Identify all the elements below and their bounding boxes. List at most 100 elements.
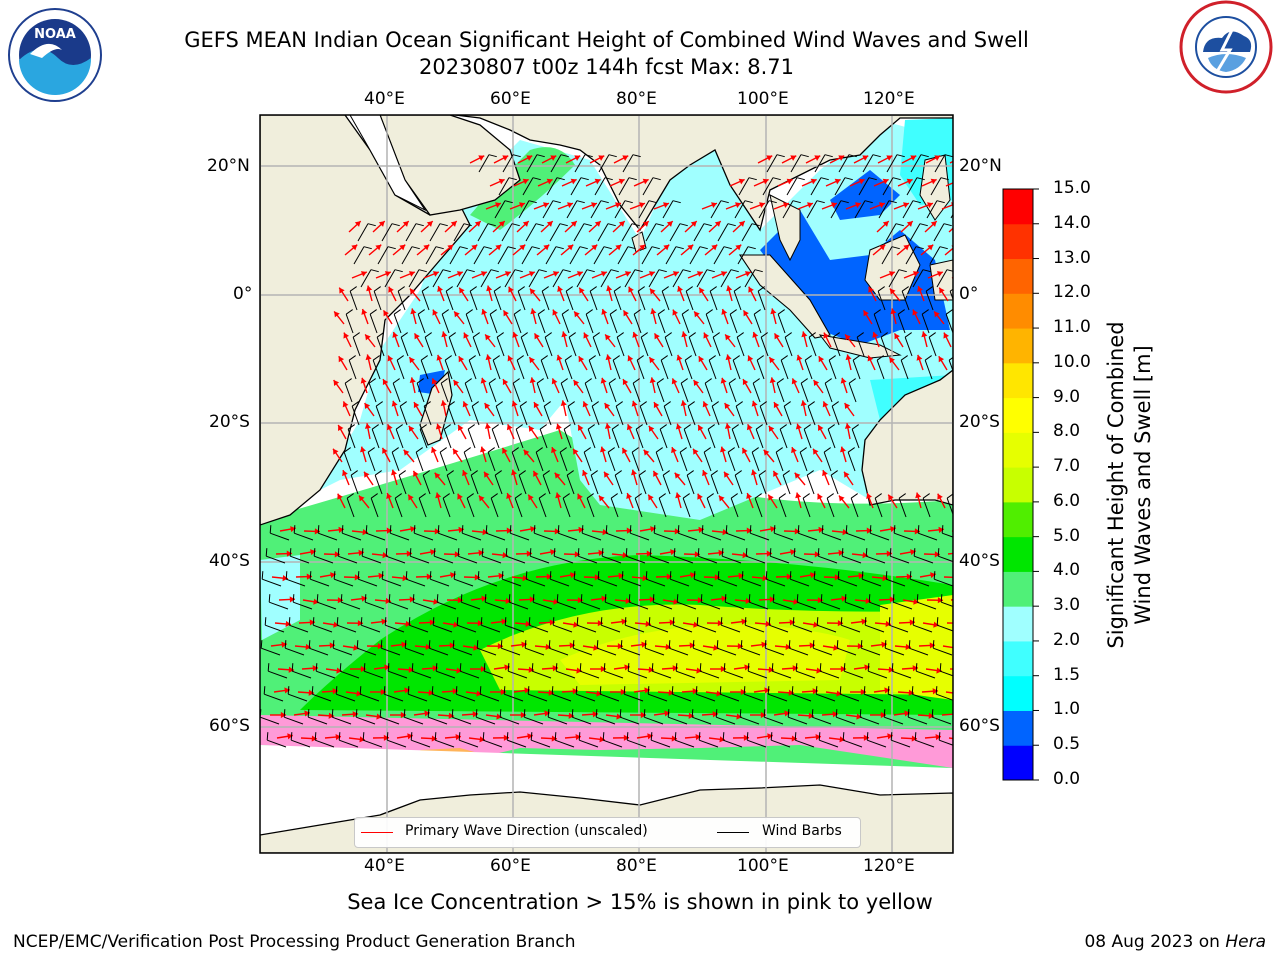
wave-arrow-head — [831, 202, 837, 208]
wind-barb — [334, 578, 354, 587]
wind-barb — [905, 246, 917, 265]
wind-barb-feather — [861, 571, 864, 580]
wind-barb-feather — [579, 663, 582, 672]
wind-barb — [347, 429, 356, 449]
wind-barb-feather — [705, 309, 713, 315]
wave-arrow-head — [328, 712, 334, 719]
wind-barb — [502, 154, 514, 173]
wave-arrow-head — [408, 494, 414, 501]
wave-arrow-head — [520, 711, 526, 719]
wind-barb-feather — [600, 617, 603, 626]
wind-barb — [939, 739, 953, 746]
wind-barb-feather — [607, 223, 616, 227]
wind-barb-feather — [543, 401, 551, 407]
wind-barb — [629, 601, 649, 610]
wave-arrow-head — [769, 596, 775, 603]
wind-barb — [356, 716, 376, 725]
wind-barb-feather — [577, 548, 580, 557]
wind-barb-feather — [627, 246, 636, 250]
wind-barb-feather — [268, 594, 271, 603]
wind-barb — [411, 739, 431, 748]
wind-barb-feather — [440, 378, 448, 384]
wave-arrow-head — [454, 311, 460, 318]
wind-barb-feather — [779, 424, 787, 430]
wind-barb-feather — [612, 355, 620, 361]
wave-arrow-head — [288, 666, 294, 673]
wind-barb-feather — [683, 424, 691, 430]
wave-arrow-head — [744, 271, 751, 277]
wind-barb — [723, 739, 743, 748]
wind-barb — [800, 383, 809, 403]
wave-direction-arrow — [951, 530, 953, 532]
map-legend: Primary Wave Direction (unscaled) Wind B… — [354, 817, 861, 848]
wind-barb — [495, 406, 504, 426]
wind-barb — [501, 223, 513, 242]
wind-barb — [440, 383, 449, 403]
wind-barb — [806, 475, 815, 495]
wind-barb — [701, 601, 721, 610]
wind-barb — [414, 532, 434, 541]
wind-barb-feather — [413, 525, 416, 534]
wind-barb-feather — [730, 269, 739, 273]
wind-barb-feather — [764, 640, 767, 649]
wind-barb-feather — [340, 594, 343, 603]
wave-arrow-head — [402, 221, 409, 227]
wind-barb — [625, 624, 645, 633]
lon-tick-top-80e: 80°E — [616, 89, 657, 109]
wind-barb — [537, 314, 546, 334]
wind-barb-feather — [831, 401, 839, 407]
wave-arrow-head — [570, 221, 577, 227]
wind-barb-feather — [732, 355, 740, 361]
wind-barb-feather — [673, 548, 676, 557]
wave-arrow-head — [386, 493, 392, 499]
wave-arrow-head — [482, 529, 488, 536]
wave-arrow-head — [440, 400, 447, 407]
wind-barb-feather — [471, 401, 479, 407]
wind-barb — [462, 532, 482, 541]
wind-barb-feather — [757, 286, 765, 292]
wave-arrow-head — [915, 492, 922, 499]
wind-barb-feather — [844, 594, 847, 603]
wind-barb — [392, 383, 401, 403]
wave-arrow-head — [391, 400, 398, 407]
wind-barb — [886, 578, 906, 587]
wind-barb-feather — [507, 246, 516, 250]
wind-barb — [632, 383, 641, 403]
wave-arrow-head — [689, 642, 695, 649]
wind-barb — [676, 670, 696, 679]
wave-arrow-head — [504, 271, 511, 277]
wind-barb-feather — [284, 640, 287, 649]
wave-arrow-head — [486, 285, 493, 292]
wind-barb-feather — [802, 493, 810, 499]
wind-barb — [491, 429, 500, 449]
wind-barb-feather — [723, 663, 726, 672]
wind-barb-feather — [919, 223, 928, 227]
wind-barb-feather — [429, 571, 432, 580]
wave-arrow-head — [360, 377, 367, 384]
wind-barb-feather — [913, 548, 916, 557]
wave-arrow-head — [543, 202, 549, 208]
wind-barb-feather — [768, 200, 777, 204]
wind-barb-feather — [719, 686, 722, 695]
wave-arrow-head — [597, 620, 603, 627]
wave-arrow-head — [600, 271, 607, 277]
wind-barb-feather — [507, 663, 510, 672]
wind-barb — [658, 498, 667, 518]
wind-barb-feather — [865, 548, 868, 557]
wind-barb-feather — [565, 286, 573, 292]
wind-barb-feather — [859, 709, 862, 718]
wind-barb-feather — [563, 424, 571, 430]
wind-barb — [510, 532, 530, 541]
wind-barb-feather — [316, 594, 319, 603]
wave-arrow-head — [618, 221, 625, 227]
wind-barb-feather — [372, 355, 380, 361]
wave-arrow-head — [742, 552, 748, 559]
wave-arrow-head — [641, 641, 647, 648]
wind-barb-feather — [442, 269, 451, 273]
wind-barb — [617, 246, 629, 265]
wind-barb-feather — [703, 223, 712, 227]
wave-arrow-head — [719, 736, 725, 743]
wind-barb — [628, 670, 648, 679]
wind-barb-feather — [385, 548, 388, 557]
wave-arrow-head — [290, 526, 296, 533]
